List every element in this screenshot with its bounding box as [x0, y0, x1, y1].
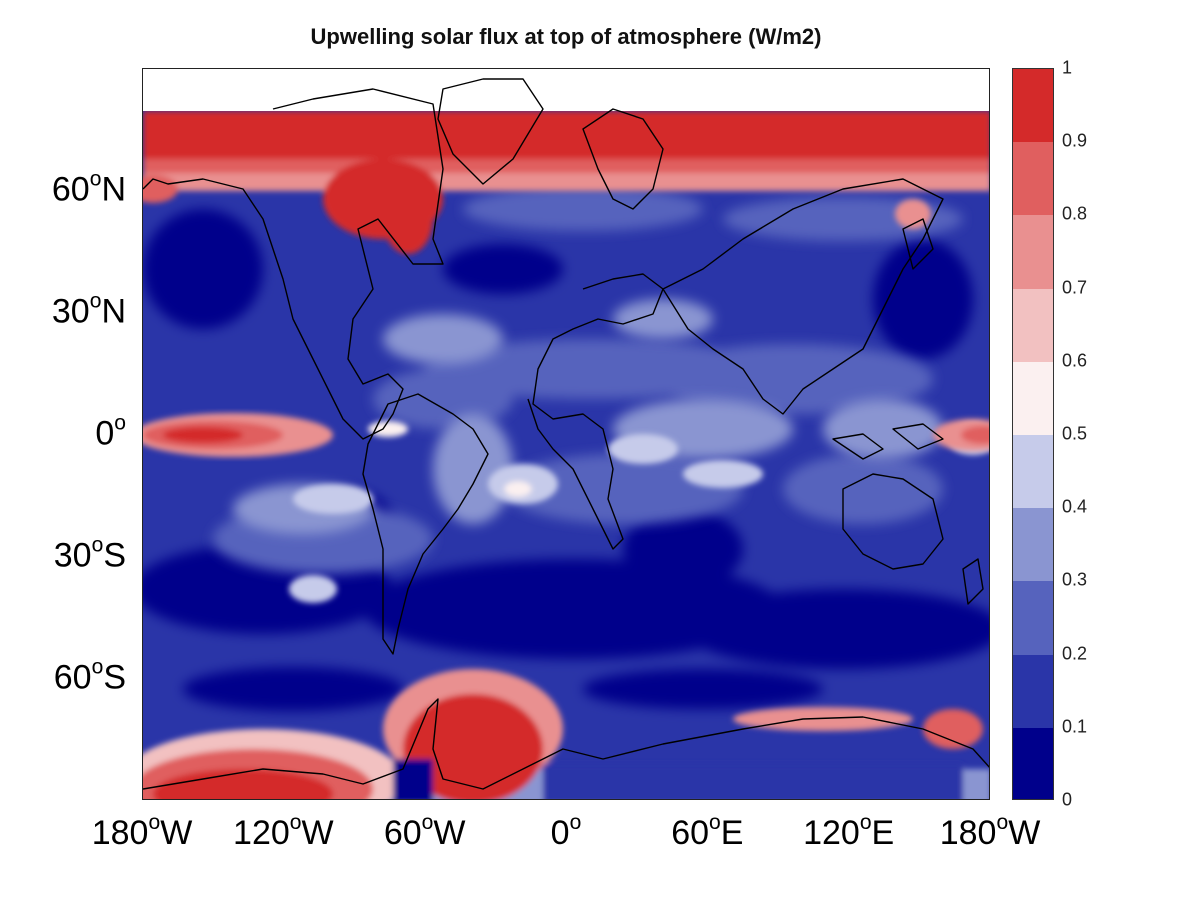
latitude-tick-label: 30oS	[53, 533, 126, 575]
latitude-tick-label: 0o	[95, 411, 126, 453]
colorbar-tick-label: 0.8	[1062, 203, 1088, 224]
colorbar-tick-label: 0.4	[1062, 496, 1088, 517]
longitude-tick-label: 120oE	[803, 810, 895, 852]
no-data-band	[143, 69, 989, 111]
latitude-tick-label: 60oS	[53, 655, 126, 697]
longitude-tick-label: 60oW	[383, 810, 466, 852]
colorbar-band	[1013, 581, 1053, 655]
colorbar-tick-label: 0.6	[1062, 350, 1088, 371]
colorbar-band	[1013, 69, 1053, 143]
colorbar-tick-label: 0.7	[1062, 277, 1088, 298]
longitude-tick-label: 60oE	[671, 810, 744, 852]
colorbar-tick-label: 0.3	[1062, 569, 1088, 590]
colorbar-tick-label: 0.9	[1062, 130, 1088, 151]
flux-map	[143, 69, 989, 799]
colorbar-band	[1013, 142, 1053, 216]
colorbar-tick-label: 1	[1062, 57, 1073, 78]
longitude-tick-label: 180oW	[91, 810, 193, 852]
map-title: Upwelling solar flux at top of atmospher…	[310, 24, 822, 49]
colorbar-band	[1013, 361, 1053, 435]
longitude-tick-label: 180oW	[939, 810, 1041, 852]
colorbar-band	[1013, 508, 1053, 582]
colorbar	[1012, 68, 1054, 800]
colorbar-tick-label: 0.1	[1062, 716, 1088, 737]
colorbar-band	[1013, 288, 1053, 362]
colorbar-band	[1013, 654, 1053, 728]
colorbar-band	[1013, 727, 1053, 799]
map-plot-area	[142, 68, 990, 800]
colorbar-tick-label: 0.2	[1062, 643, 1088, 664]
coastlines	[143, 78, 989, 790]
latitude-tick-label: 30oN	[51, 289, 126, 331]
longitude-tick-label: 0o	[550, 810, 582, 852]
colorbar-band	[1013, 435, 1053, 509]
colorbar-band	[1013, 215, 1053, 289]
latitude-tick-label: 60oN	[51, 167, 126, 209]
flux-field	[143, 111, 989, 799]
longitude-tick-label: 120oW	[233, 810, 334, 852]
colorbar-tick-label: 0	[1062, 789, 1073, 810]
colorbar-tick-label: 0.5	[1062, 423, 1088, 444]
